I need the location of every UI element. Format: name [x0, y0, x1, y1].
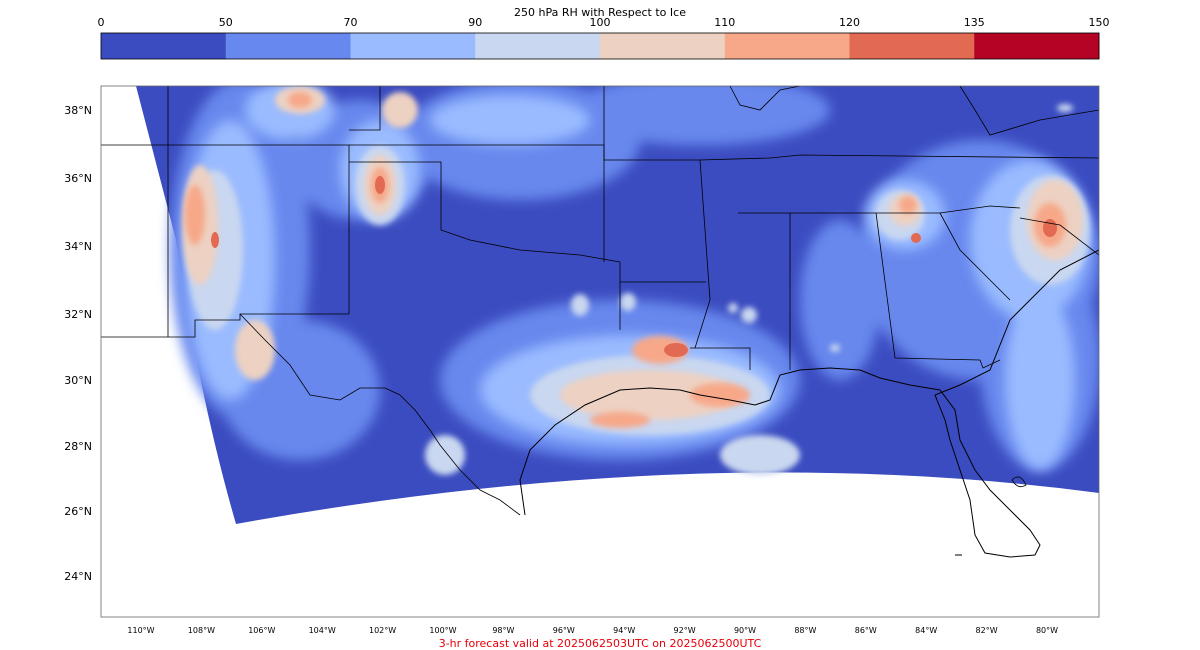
colorbar-tick-label: 100 [590, 16, 611, 29]
colorbar-tick-label: 150 [1089, 16, 1110, 29]
latitude-label: 28°N [64, 440, 92, 453]
latitude-label: 26°N [64, 505, 92, 518]
longitude-label: 102°W [369, 626, 396, 635]
colorbar-swatch [724, 33, 850, 59]
colorbar-tick-label: 90 [468, 16, 482, 29]
longitude-label: 86°W [855, 626, 877, 635]
colorbar-tick-label: 135 [964, 16, 985, 29]
longitude-label: 88°W [794, 626, 816, 635]
latitude-label: 38°N [64, 104, 92, 117]
colorbar-title: 250 hPa RH with Respect to Ice [514, 6, 686, 19]
colorbar-swatch [350, 33, 476, 59]
latitude-label: 30°N [64, 374, 92, 387]
latitude-label: 24°N [64, 570, 92, 583]
state-boundaries [101, 86, 1099, 516]
colorbar-swatch [475, 33, 601, 59]
latitude-label: 32°N [64, 308, 92, 321]
humidity-contours [170, 86, 1099, 475]
forecast-valid-caption: 3-hr forecast valid at 2025062503UTC on … [439, 637, 762, 650]
colorbar-swatch [225, 33, 351, 59]
colorbar-tick-label: 0 [98, 16, 105, 29]
longitude-label: 96°W [553, 626, 575, 635]
longitude-label: 100°W [429, 626, 456, 635]
longitude-label: 110°W [127, 626, 154, 635]
longitude-label: 80°W [1036, 626, 1058, 635]
longitude-label: 82°W [976, 626, 998, 635]
longitude-label: 94°W [613, 626, 635, 635]
longitude-label: 98°W [492, 626, 514, 635]
coastline [519, 249, 1099, 558]
colorbar-swatch [600, 33, 726, 59]
colorbar-swatch [974, 33, 1100, 59]
latitude-label: 36°N [64, 172, 92, 185]
colorbar-frame [100, 32, 1100, 60]
longitude-label: 84°W [915, 626, 937, 635]
latitude-labels: 38°N 36°N 34°N 32°N 30°N 28°N 26°N 24°N [64, 104, 92, 583]
colorbar-tick-labels: 0 50 70 90 100 110 120 135 150 [98, 16, 1110, 29]
colorbar-tick-label: 110 [714, 16, 735, 29]
colorbar-swatch [101, 33, 227, 59]
colorbar-tick-label: 120 [839, 16, 860, 29]
longitude-label: 108°W [188, 626, 215, 635]
longitude-label: 104°W [309, 626, 336, 635]
colorbar-tick-label: 70 [344, 16, 358, 29]
longitude-label: 90°W [734, 626, 756, 635]
map-frame [100, 85, 1100, 618]
lake-okeechobee [1011, 476, 1027, 488]
colorbar-tick-label: 50 [219, 16, 233, 29]
colorbar [101, 33, 1100, 59]
colorbar-swatch [849, 33, 975, 59]
longitude-labels: 110°W 108°W 106°W 104°W 102°W 100°W 98°W 96°W 94… [127, 626, 1058, 635]
latitude-label: 34°N [64, 240, 92, 253]
map-panel [100, 85, 1100, 618]
longitude-label: 106°W [248, 626, 275, 635]
longitude-label: 92°W [674, 626, 696, 635]
